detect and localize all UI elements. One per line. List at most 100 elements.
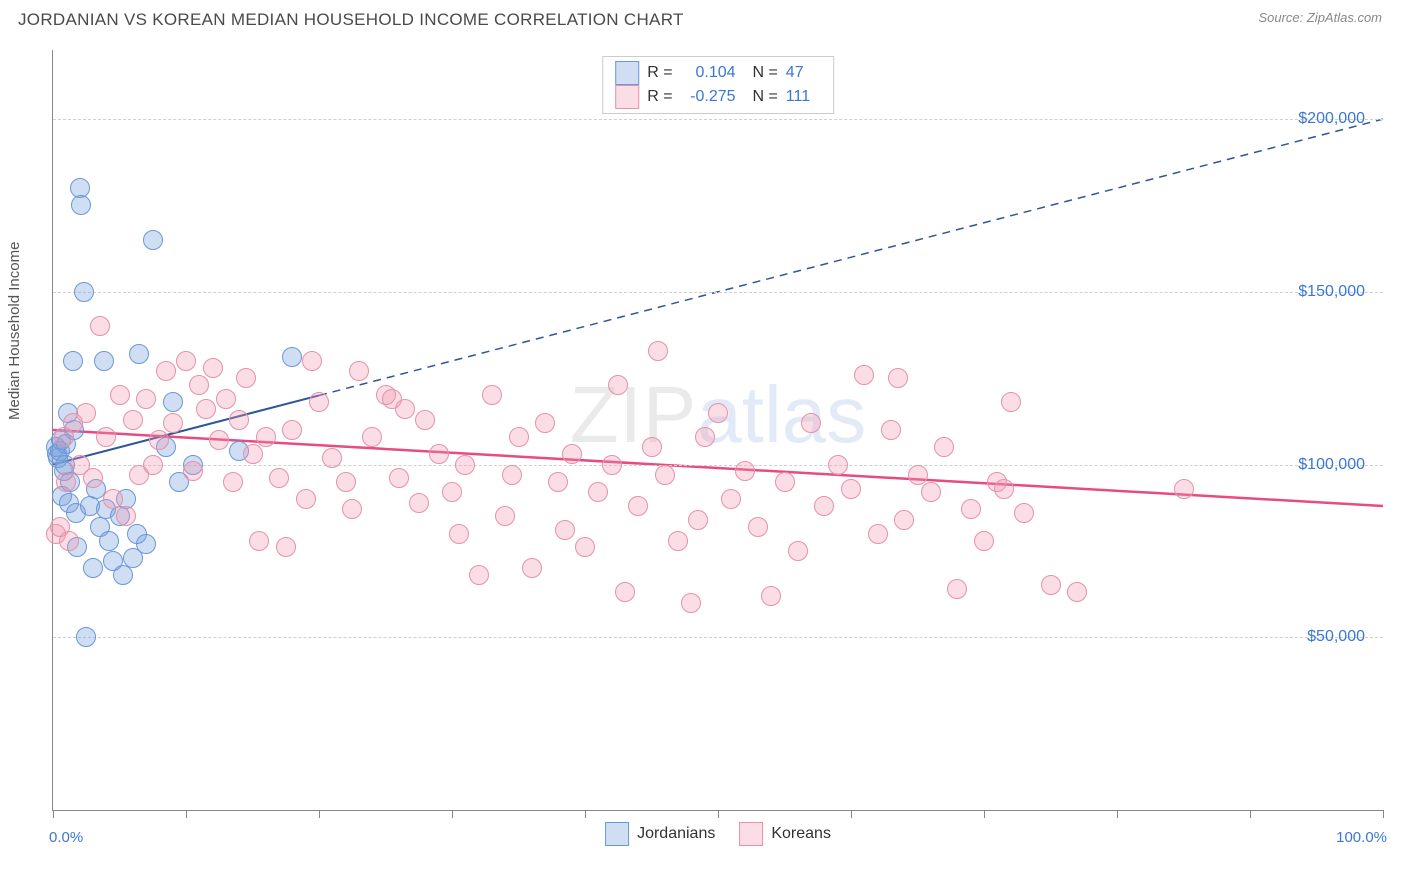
data-point — [209, 430, 229, 450]
data-point — [143, 455, 163, 475]
data-point — [99, 531, 119, 551]
data-point — [1014, 503, 1034, 523]
data-point — [1041, 575, 1061, 595]
data-point — [269, 468, 289, 488]
data-point — [735, 461, 755, 481]
data-point — [602, 455, 622, 475]
x-tick — [1117, 810, 1118, 818]
data-point — [116, 506, 136, 526]
gridline — [53, 637, 1383, 638]
y-tick-label: $100,000 — [1298, 456, 1365, 474]
r-label: R = — [647, 85, 672, 109]
data-point — [548, 472, 568, 492]
data-point — [814, 496, 834, 516]
data-point — [841, 479, 861, 499]
data-point — [854, 365, 874, 385]
data-point — [156, 361, 176, 381]
watermark-zip: ZIP — [570, 370, 697, 459]
data-point — [96, 427, 116, 447]
data-point — [947, 579, 967, 599]
data-point — [655, 465, 675, 485]
data-point — [961, 499, 981, 519]
data-point — [442, 482, 462, 502]
stats-row-jordanians: R = 0.104 N = 47 — [615, 61, 821, 85]
stats-row-koreans: R = -0.275 N = 111 — [615, 85, 821, 109]
data-point — [342, 499, 362, 519]
data-point — [336, 472, 356, 492]
data-point — [236, 368, 256, 388]
data-point — [282, 420, 302, 440]
y-tick-label: $50,000 — [1307, 628, 1365, 646]
data-point — [163, 392, 183, 412]
data-point — [648, 341, 668, 361]
data-point — [309, 392, 329, 412]
data-point — [276, 537, 296, 557]
data-point — [455, 455, 475, 475]
x-tick — [984, 810, 985, 818]
data-point — [59, 531, 79, 551]
data-point — [888, 368, 908, 388]
y-tick-label: $150,000 — [1298, 283, 1365, 301]
data-point — [302, 351, 322, 371]
swatch-koreans — [615, 85, 639, 109]
data-point — [56, 472, 76, 492]
data-point — [908, 465, 928, 485]
stats-legend: R = 0.104 N = 47 R = -0.275 N = 111 — [602, 56, 834, 114]
data-point — [349, 361, 369, 381]
data-point — [296, 489, 316, 509]
r-label: R = — [647, 61, 672, 85]
data-point — [74, 282, 94, 302]
regression-lines — [53, 50, 1383, 810]
data-point — [143, 230, 163, 250]
r-value-koreans: -0.275 — [681, 85, 736, 109]
data-point — [90, 316, 110, 336]
plot-area: ZIPatlas R = 0.104 N = 47 R = -0.275 N =… — [52, 50, 1383, 811]
legend-item-koreans: Koreans — [739, 822, 831, 846]
data-point — [249, 531, 269, 551]
legend-label-koreans: Koreans — [771, 825, 831, 843]
data-point — [223, 472, 243, 492]
data-point — [482, 385, 502, 405]
x-axis-max-label: 100.0% — [1336, 829, 1387, 846]
data-point — [203, 358, 223, 378]
data-point — [149, 430, 169, 450]
data-point — [509, 427, 529, 447]
data-point — [322, 448, 342, 468]
data-point — [555, 520, 575, 540]
data-point — [828, 455, 848, 475]
n-label: N = — [744, 85, 778, 109]
gridline — [53, 292, 1383, 293]
x-tick — [718, 810, 719, 818]
data-point — [934, 437, 954, 457]
n-value-jordanians: 47 — [786, 61, 821, 85]
x-tick — [53, 810, 54, 818]
data-point — [196, 399, 216, 419]
data-point — [761, 586, 781, 606]
chart-container: JORDANIAN VS KOREAN MEDIAN HOUSEHOLD INC… — [0, 0, 1406, 892]
data-point — [113, 565, 133, 585]
title-bar: JORDANIAN VS KOREAN MEDIAN HOUSEHOLD INC… — [0, 0, 1406, 30]
data-point — [229, 410, 249, 430]
data-point — [502, 465, 522, 485]
data-point — [83, 558, 103, 578]
x-tick — [319, 810, 320, 818]
data-point — [1067, 582, 1087, 602]
y-tick-label: $200,000 — [1298, 110, 1365, 128]
data-point — [881, 420, 901, 440]
data-point — [721, 489, 741, 509]
data-point — [389, 468, 409, 488]
data-point — [642, 437, 662, 457]
data-point — [243, 444, 263, 464]
data-point — [395, 399, 415, 419]
data-point — [748, 517, 768, 537]
x-tick — [851, 810, 852, 818]
y-axis-label: Median Household Income — [6, 242, 23, 420]
data-point — [429, 444, 449, 464]
data-point — [362, 427, 382, 447]
data-point — [76, 627, 96, 647]
n-label: N = — [744, 61, 778, 85]
data-point — [708, 403, 728, 423]
data-point — [495, 506, 515, 526]
data-point — [688, 510, 708, 530]
data-point — [668, 531, 688, 551]
